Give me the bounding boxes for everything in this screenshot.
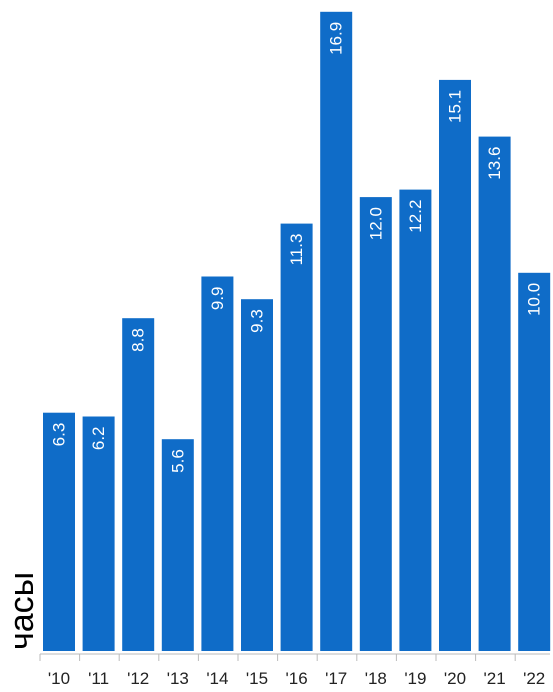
x-ticks-group bbox=[39, 654, 516, 661]
x-tick-label: '21 bbox=[484, 669, 506, 688]
y-axis-title: часы bbox=[3, 572, 41, 650]
bar bbox=[122, 318, 155, 651]
bar-value-label: 15.1 bbox=[446, 90, 465, 123]
x-tick-label: '15 bbox=[246, 669, 268, 688]
bars-group: 6.3 6.2 8.8 5.6 9.9 9.3 11.3 16.9 12.0 12.2 15.1 13… bbox=[43, 11, 551, 652]
x-tick-label: '16 bbox=[286, 669, 308, 688]
x-tick-label: '14 bbox=[206, 669, 228, 688]
bar-value-label: 12.2 bbox=[406, 200, 425, 233]
x-tick-label: '19 bbox=[404, 669, 426, 688]
bar-value-label: 6.3 bbox=[50, 423, 69, 447]
bar bbox=[359, 197, 392, 651]
bar-value-label: 5.6 bbox=[168, 449, 187, 473]
bar-value-label: 6.2 bbox=[89, 427, 108, 451]
bar bbox=[478, 136, 511, 652]
bar-value-label: 9.3 bbox=[248, 309, 267, 333]
x-tick-label: '17 bbox=[325, 669, 347, 688]
bar bbox=[399, 189, 432, 651]
bar bbox=[241, 299, 273, 651]
bar bbox=[518, 272, 551, 651]
bar bbox=[201, 276, 234, 651]
x-tick-label: '12 bbox=[127, 669, 149, 688]
bar bbox=[320, 11, 353, 652]
x-tick-label: '10 bbox=[48, 669, 70, 688]
bar bbox=[43, 412, 75, 651]
bar bbox=[280, 223, 313, 651]
bar-value-label: 16.9 bbox=[327, 22, 346, 55]
x-tick-labels-group: '10 '11 '12 '13 '14 '15 '16 '17 '18 '19 '20 '21 '22 bbox=[48, 669, 545, 688]
bar-value-label: 13.6 bbox=[485, 147, 504, 180]
bar-value-label: 8.8 bbox=[129, 328, 148, 352]
bar bbox=[161, 439, 194, 651]
x-tick-label: '11 bbox=[88, 669, 109, 688]
bar bbox=[82, 416, 115, 651]
x-tick-label: '13 bbox=[167, 669, 189, 688]
bar-value-label: 9.9 bbox=[208, 287, 227, 311]
x-tick-label: '20 bbox=[444, 669, 466, 688]
bar bbox=[439, 79, 471, 651]
bar-value-label: 11.3 bbox=[287, 234, 306, 266]
bar-value-label: 10.0 bbox=[525, 283, 544, 316]
x-tick-label: '22 bbox=[523, 669, 545, 688]
bar-value-label: 12.0 bbox=[366, 207, 385, 240]
x-tick-label: '18 bbox=[365, 669, 387, 688]
